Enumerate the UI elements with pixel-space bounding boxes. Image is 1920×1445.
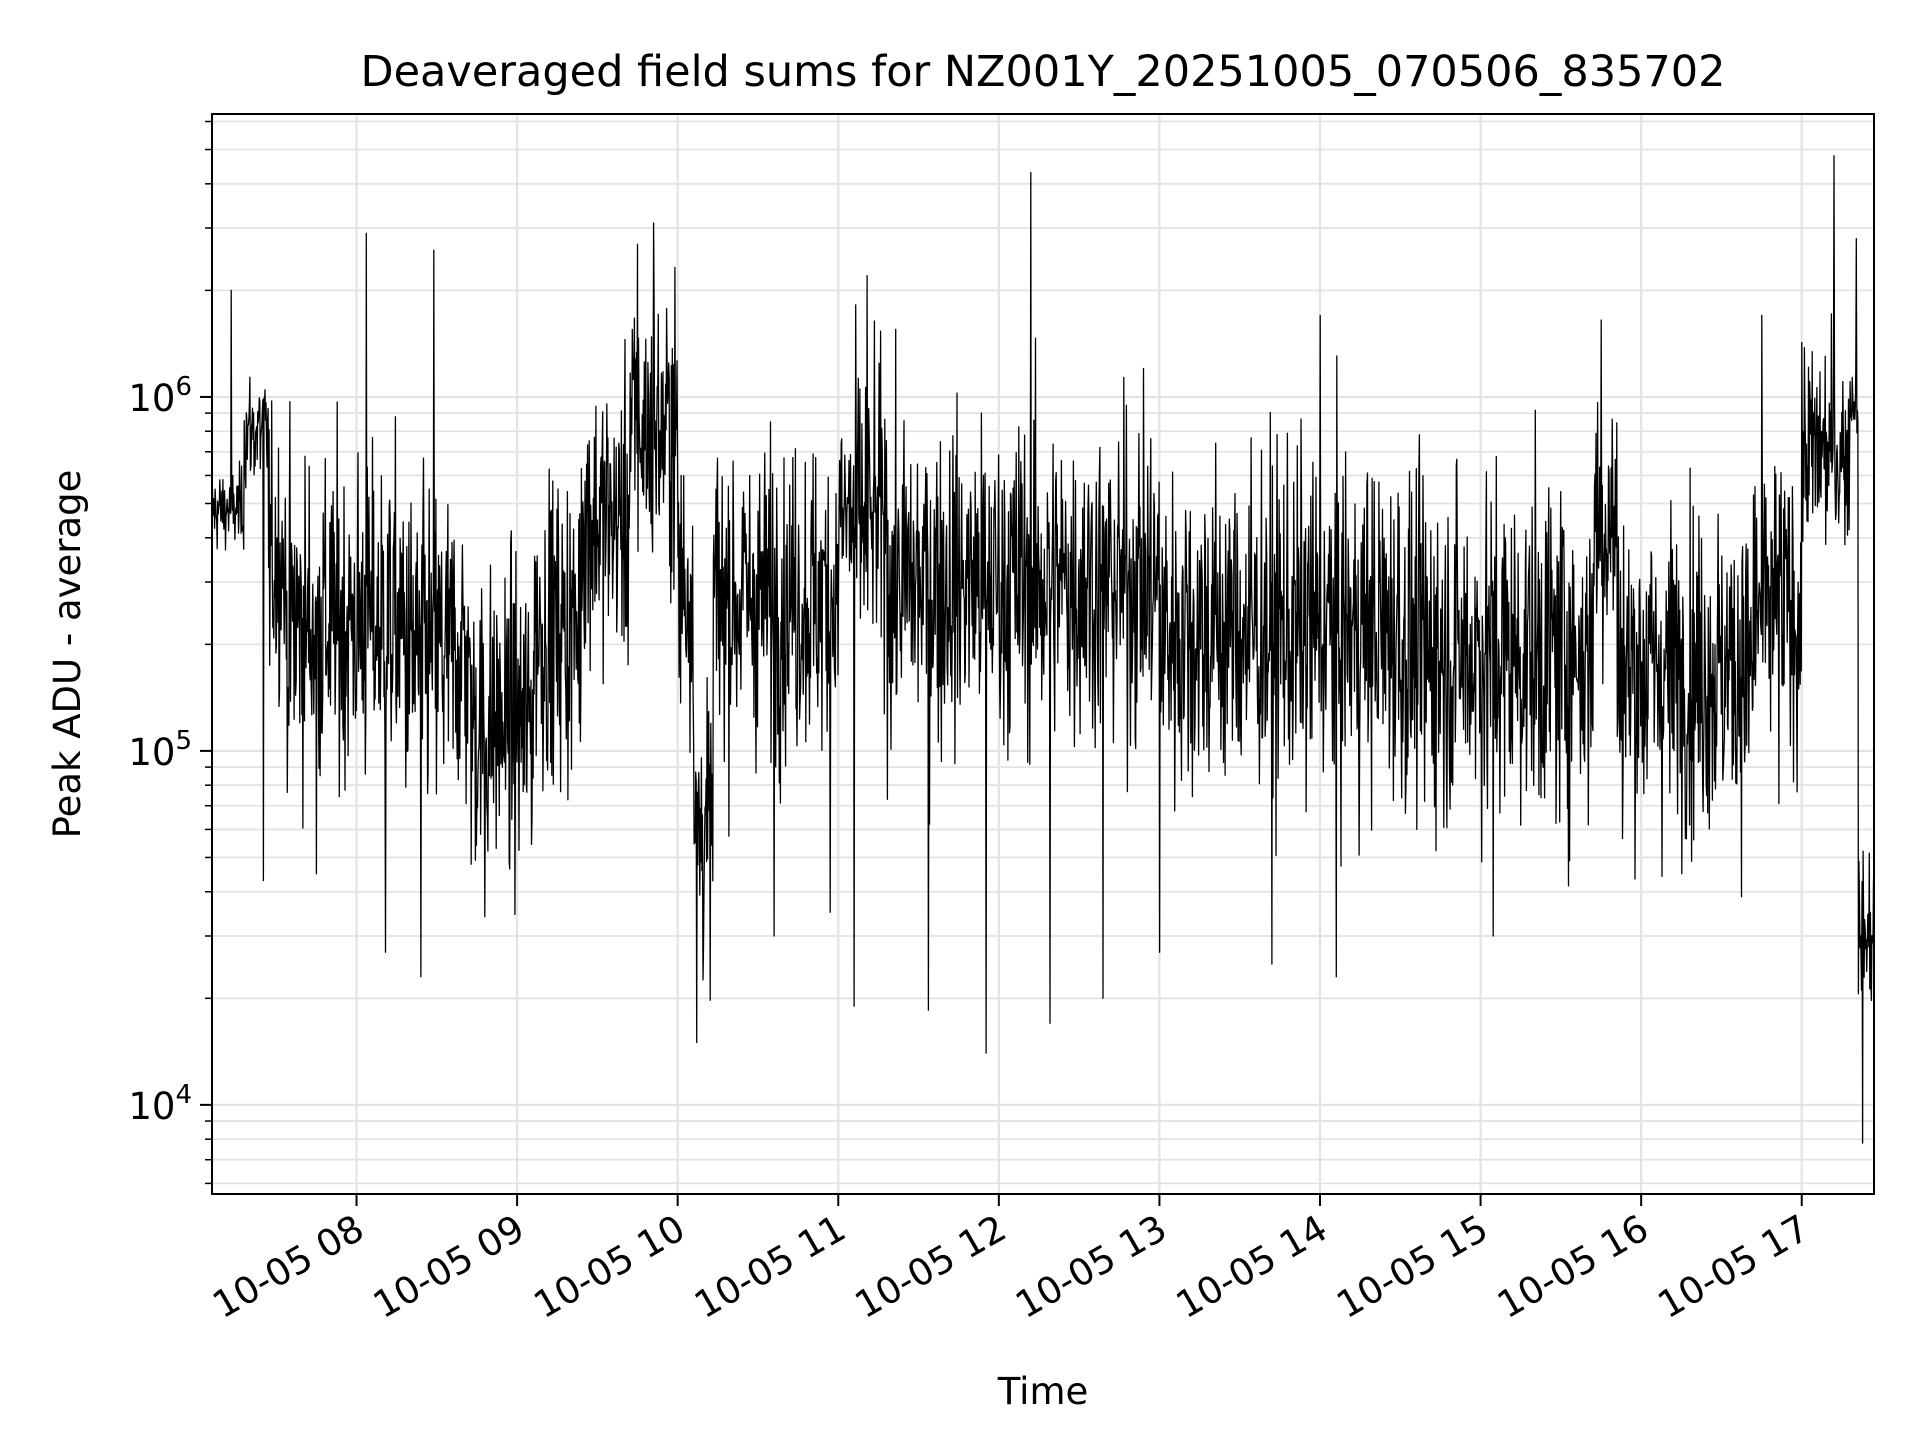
x-axis-label: Time [997, 1370, 1089, 1413]
y-tick-label: 104 [128, 1080, 192, 1128]
y-tick-exponent: 6 [175, 372, 192, 402]
y-tick-label: 105 [128, 726, 192, 774]
y-axis-label: Peak ADU - average [46, 470, 89, 839]
chart-title: Deaveraged field sums for NZ001Y_2025100… [360, 47, 1725, 97]
y-tick-exponent: 4 [175, 1080, 192, 1110]
data-layer [211, 155, 1875, 1144]
y-tick-base: 10 [128, 731, 175, 774]
series-line [211, 155, 1875, 1144]
y-tick-base: 10 [128, 377, 175, 420]
y-tick-exponent: 5 [175, 726, 192, 756]
plot-frame [211, 113, 1875, 1195]
y-tick-label: 106 [128, 372, 192, 420]
y-tick-base: 10 [128, 1085, 175, 1128]
